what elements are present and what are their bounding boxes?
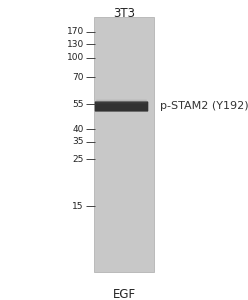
Text: 15: 15 [72,202,84,211]
Text: EGF: EGF [112,288,136,300]
Text: 130: 130 [66,40,84,49]
Text: 3T3: 3T3 [113,7,135,20]
Text: 170: 170 [66,27,84,36]
FancyBboxPatch shape [95,101,148,112]
Text: 55: 55 [72,100,84,109]
Text: p-STAM2 (Y192): p-STAM2 (Y192) [160,100,248,111]
Text: 70: 70 [72,73,84,82]
Bar [94,16,154,272]
Text: 100: 100 [66,53,84,62]
Text: 35: 35 [72,137,84,146]
FancyBboxPatch shape [96,100,147,104]
Text: 40: 40 [72,124,84,134]
Text: 25: 25 [72,154,84,164]
